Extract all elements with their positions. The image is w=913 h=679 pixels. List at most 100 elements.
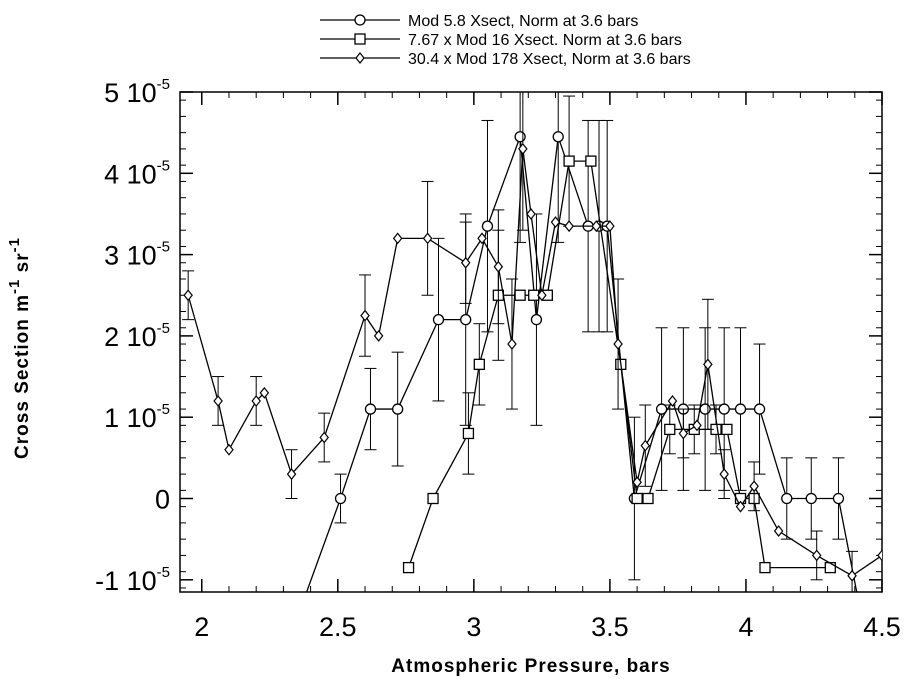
data-point [427,492,439,505]
data-point [749,480,759,493]
data-point [493,260,504,273]
data-point [286,468,297,481]
data-point [422,232,433,245]
data-point [721,423,733,436]
legend-marker [354,14,366,26]
legend-label: Mod 5.8 Xsect, Norm at 3.6 bars [408,13,638,30]
x-tick-label: 3 [466,612,481,642]
data-point [734,403,747,415]
data-point [259,386,270,399]
y-tick-label-exp: -5 [157,320,170,337]
data-point [530,313,543,326]
data-point [563,155,575,167]
legend-entry: 7.67 x Mod 16 Xsect. Norm at 3.6 bars [320,32,682,49]
data-point [526,207,536,220]
data-point [550,216,561,229]
y-axis-title-sup1: -1 [6,279,23,294]
data-point [319,431,329,444]
data-point [699,403,711,415]
data-point [667,394,678,407]
y-tick-label-main: 5 10 [104,78,157,108]
data-point [703,358,713,371]
data-point [507,338,517,350]
data-point [591,220,602,233]
data-point [832,492,845,505]
data-point [664,423,676,436]
data-point [183,289,193,302]
data-point [360,309,370,322]
data-point [460,313,472,326]
data-point [847,569,857,582]
data-point [640,439,651,452]
y-axis-title: Cross Section m-1 sr-1 [6,237,33,459]
data-point [334,492,347,505]
data-point [518,142,528,155]
data-point [473,358,485,371]
data-point [678,427,689,440]
data-point [877,549,882,562]
x-tick-label: 2 [194,612,209,642]
y-tick-label-main: -1 10 [95,566,157,596]
data-point [692,419,702,432]
data-point [642,492,654,505]
data-point [781,492,793,505]
data-point [735,500,746,513]
y-tick-label-main: 3 10 [104,241,157,271]
y-tick-label: 0 [155,485,170,515]
legend-marker [355,52,365,64]
data-point [392,232,403,245]
data-point [460,256,471,269]
y-tick-label-exp: -5 [157,76,170,93]
y-tick-label-main: 0 [155,485,170,515]
data-point [514,131,526,143]
data-point [552,131,564,143]
data-point [462,427,475,440]
series-line [187,148,882,577]
x-tick-labels: 2 2.5 3 3.5 4 4.5 [194,612,901,642]
plot-area [182,92,882,592]
y-tick-label-exp: -5 [157,239,170,256]
data-point [514,289,526,301]
data-point [392,403,404,415]
y-tick-label: 3 10-5 [104,239,170,271]
series-layer [182,92,882,592]
y-tick-label: 5 10-5 [104,76,170,108]
data-point [753,403,766,415]
y-tick-label: 2 10-5 [104,320,170,352]
y-tick-label: -1 10-5 [95,564,170,596]
y-axis-title-main: Cross Section m [12,294,33,459]
x-tick-label: 4.5 [863,612,901,642]
data-point [631,492,643,505]
data-point [759,561,771,574]
data-point [605,220,615,233]
data-point [373,329,384,342]
x-tick-label: 3.5 [591,612,629,642]
y-tick-label-exp: -5 [157,401,170,418]
legend-entry: 30.4 x Mod 178 Xsect, Norm at 3.6 bars [320,51,691,68]
data-point [805,492,817,505]
data-point [811,549,822,562]
legend-label: 7.67 x Mod 16 Xsect. Norm at 3.6 bars [408,32,682,49]
data-point [477,232,487,245]
data-point [481,220,494,232]
data-point [432,313,445,326]
data-point [773,525,784,537]
y-tick-label-main: 1 10 [104,403,157,433]
data-point [251,394,261,407]
series-line [305,136,858,592]
y-tick-label: 4 10-5 [104,157,170,189]
x-tick-label: 4 [738,612,753,642]
y-axis-title-mid: sr [12,252,33,278]
data-point [824,561,836,574]
data-point [613,338,623,350]
y-tick-label-main: 4 10 [104,159,157,189]
data-point [364,403,377,415]
series-circle [305,92,858,592]
data-point [585,155,597,167]
data-point [537,289,547,302]
data-point [655,403,668,415]
x-axis-title: Atmospheric Pressure, bars [391,656,670,677]
y-tick-label-exp: -5 [157,564,170,581]
legend: Mod 5.8 Xsect, Norm at 3.6 bars 7.67 x Mo… [320,13,691,68]
